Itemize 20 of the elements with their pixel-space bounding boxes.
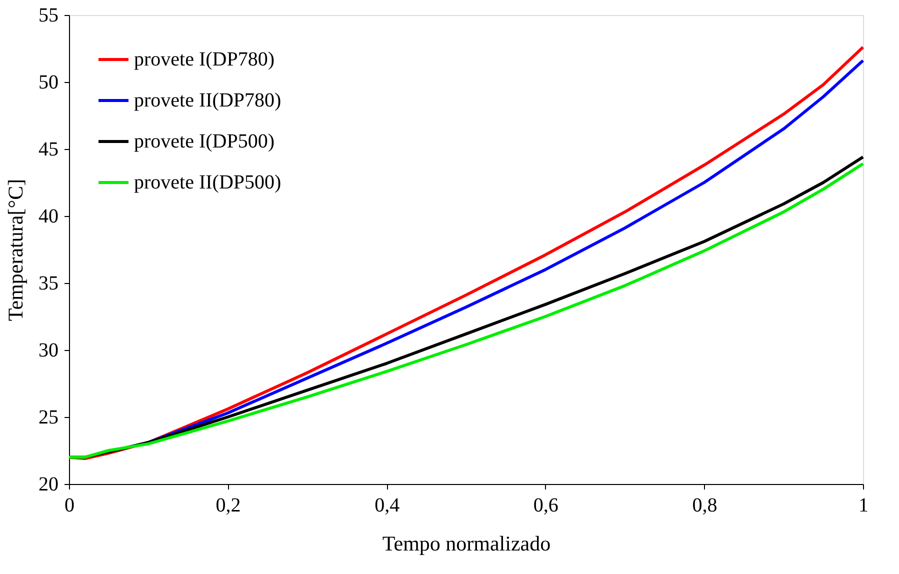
y-tick-label: 55 xyxy=(38,4,58,26)
x-axis-title: Tempo normalizado xyxy=(382,532,551,556)
y-tick-label: 40 xyxy=(38,206,58,228)
y-tick-label: 25 xyxy=(38,406,58,428)
y-tick-label: 20 xyxy=(38,474,58,496)
y-tick-label: 30 xyxy=(38,340,58,362)
legend-label: provete I(DP500) xyxy=(134,130,275,152)
y-tick-label: 50 xyxy=(38,72,58,94)
x-tick-label: 0 xyxy=(64,494,74,516)
legend-label: provete II(DP500) xyxy=(134,172,282,194)
legend-label: provete II(DP780) xyxy=(134,90,282,112)
legend-label: provete I(DP780) xyxy=(134,48,275,70)
x-tick-label: 0,2 xyxy=(216,494,241,516)
x-tick-label: 0,4 xyxy=(374,494,400,516)
y-axis-title: Temperatura[°C] xyxy=(4,178,28,322)
y-tick-label: 45 xyxy=(38,138,58,160)
y-tick-label: 35 xyxy=(38,272,58,294)
x-tick-label: 0,8 xyxy=(692,494,718,516)
x-tick-label: 0,6 xyxy=(533,494,558,516)
x-tick-label: 1 xyxy=(858,494,868,516)
